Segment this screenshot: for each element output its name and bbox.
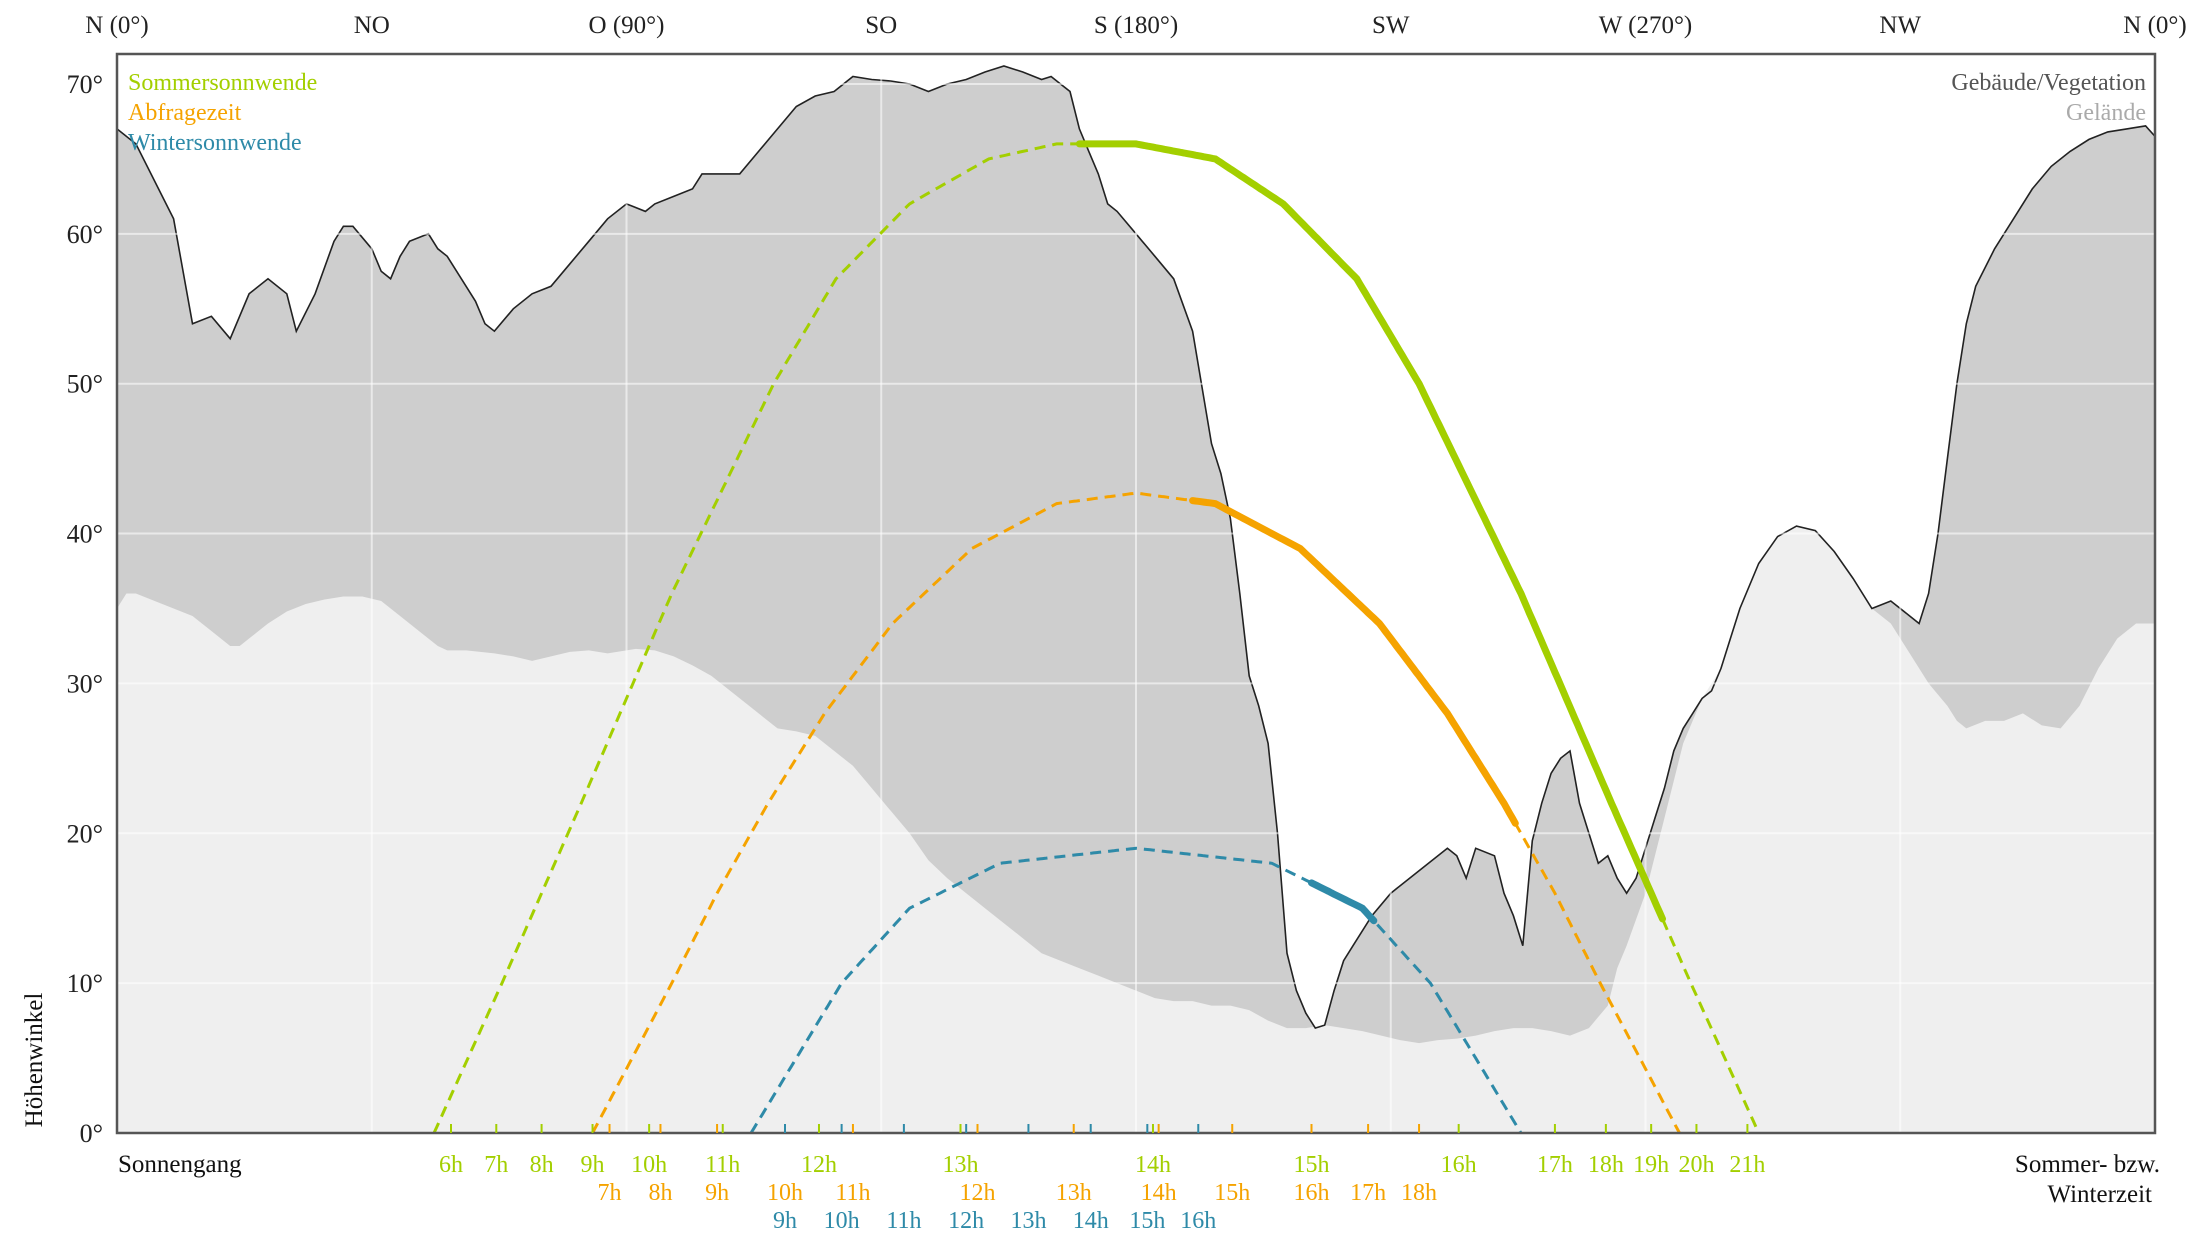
hour-label: 17h	[1537, 1152, 1573, 1178]
hour-label: 17h	[1350, 1180, 1386, 1206]
legend-winter: Wintersonnwende	[128, 130, 302, 156]
legend-buildings: Gebäude/Vegetation	[1951, 70, 2146, 96]
bottom-left-label: Sonnengang	[118, 1151, 242, 1178]
legend-summer: Sommersonnwende	[128, 70, 317, 96]
hour-label: 6h	[439, 1152, 463, 1178]
labels: Sommersonnwende Abfragezeit Wintersonnwe…	[21, 70, 2160, 1208]
hour-label: 15h	[1129, 1208, 1165, 1234]
y-tick-label: 70°	[67, 70, 103, 99]
bottom-right-label-2: Winterzeit	[2048, 1181, 2153, 1208]
hour-label: 21h	[1729, 1152, 1765, 1178]
legend-terrain: Gelände	[2066, 100, 2146, 126]
hour-label: 7h	[598, 1180, 622, 1206]
sun-path-dashed-2	[749, 846, 1523, 1134]
hour-label: 12h	[959, 1180, 995, 1206]
hour-label: 8h	[530, 1152, 554, 1178]
hour-label: 12h	[801, 1152, 837, 1178]
sun-path-visible-0	[1075, 140, 1666, 923]
plot-frame	[115, 52, 2157, 1135]
hour-label: 19h	[1633, 1152, 1669, 1178]
hour-label: 18h	[1401, 1180, 1437, 1206]
hour-label: 13h	[1056, 1180, 1092, 1206]
direction-label: SO	[865, 12, 897, 39]
hour-label: 16h	[1180, 1208, 1216, 1234]
sun-path-visible-2	[1308, 879, 1378, 925]
bottom-right-label-1: Sommer- bzw.	[2015, 1151, 2160, 1178]
hour-label: 9h	[705, 1180, 729, 1206]
hour-label: 9h	[581, 1152, 605, 1178]
hour-label: 18h	[1588, 1152, 1624, 1178]
direction-label: N (0°)	[85, 12, 148, 39]
y-tick-label: 10°	[67, 969, 103, 998]
hour-label: 10h	[824, 1208, 860, 1234]
hour-label: 7h	[484, 1152, 508, 1178]
hour-ticks: 6h 7h 8h 9h 10h 11h 12h 13h 14h 15h 16h 17h 18h 19h 20…	[439, 1124, 1765, 1234]
axes: N (0°) NO O (90°) SO S (180°) SW W (270°) NW N (…	[67, 12, 2187, 1148]
y-tick-label: 40°	[67, 520, 103, 549]
hour-label: 15h	[1214, 1180, 1250, 1206]
y-axis-label: Höhenwinkel	[21, 993, 48, 1128]
hour-label: 9h	[773, 1208, 797, 1234]
hour-label: 10h	[631, 1152, 667, 1178]
y-tick-label: 0°	[80, 1119, 103, 1148]
direction-label: SW	[1372, 12, 1410, 39]
y-tick-label: 30°	[67, 669, 103, 698]
direction-label: NW	[1879, 12, 1921, 39]
hour-label: 10h	[767, 1180, 803, 1206]
legend-query-time: Abfragezeit	[128, 100, 242, 126]
hour-label: 16h	[1441, 1152, 1477, 1178]
direction-label: S (180°)	[1094, 12, 1178, 39]
hour-label: 14h	[1135, 1152, 1171, 1178]
y-tick-label: 50°	[67, 370, 103, 399]
direction-label: W (270°)	[1599, 12, 1693, 39]
hour-label: 11h	[835, 1180, 870, 1206]
hour-label: 13h	[943, 1152, 979, 1178]
direction-label: NO	[354, 12, 390, 39]
horizon-outline	[116, 65, 2156, 1030]
hour-label: 20h	[1678, 1152, 1714, 1178]
hour-label: 11h	[705, 1152, 740, 1178]
direction-label: N (0°)	[2123, 12, 2186, 39]
y-tick-label: 60°	[67, 220, 103, 249]
hour-label: 14h	[1141, 1180, 1177, 1206]
sun-path-visible-1	[1189, 497, 1519, 827]
hour-label: 15h	[1293, 1152, 1329, 1178]
hour-label: 13h	[1010, 1208, 1046, 1234]
hour-label: 12h	[948, 1208, 984, 1234]
sun-paths	[432, 140, 1761, 1134]
y-tick-label: 20°	[67, 819, 103, 848]
hour-label: 14h	[1073, 1208, 1109, 1234]
direction-label: O (90°)	[589, 12, 665, 39]
hour-label: 8h	[648, 1180, 672, 1206]
hour-label: 11h	[886, 1208, 921, 1234]
hour-label: 16h	[1293, 1180, 1329, 1206]
